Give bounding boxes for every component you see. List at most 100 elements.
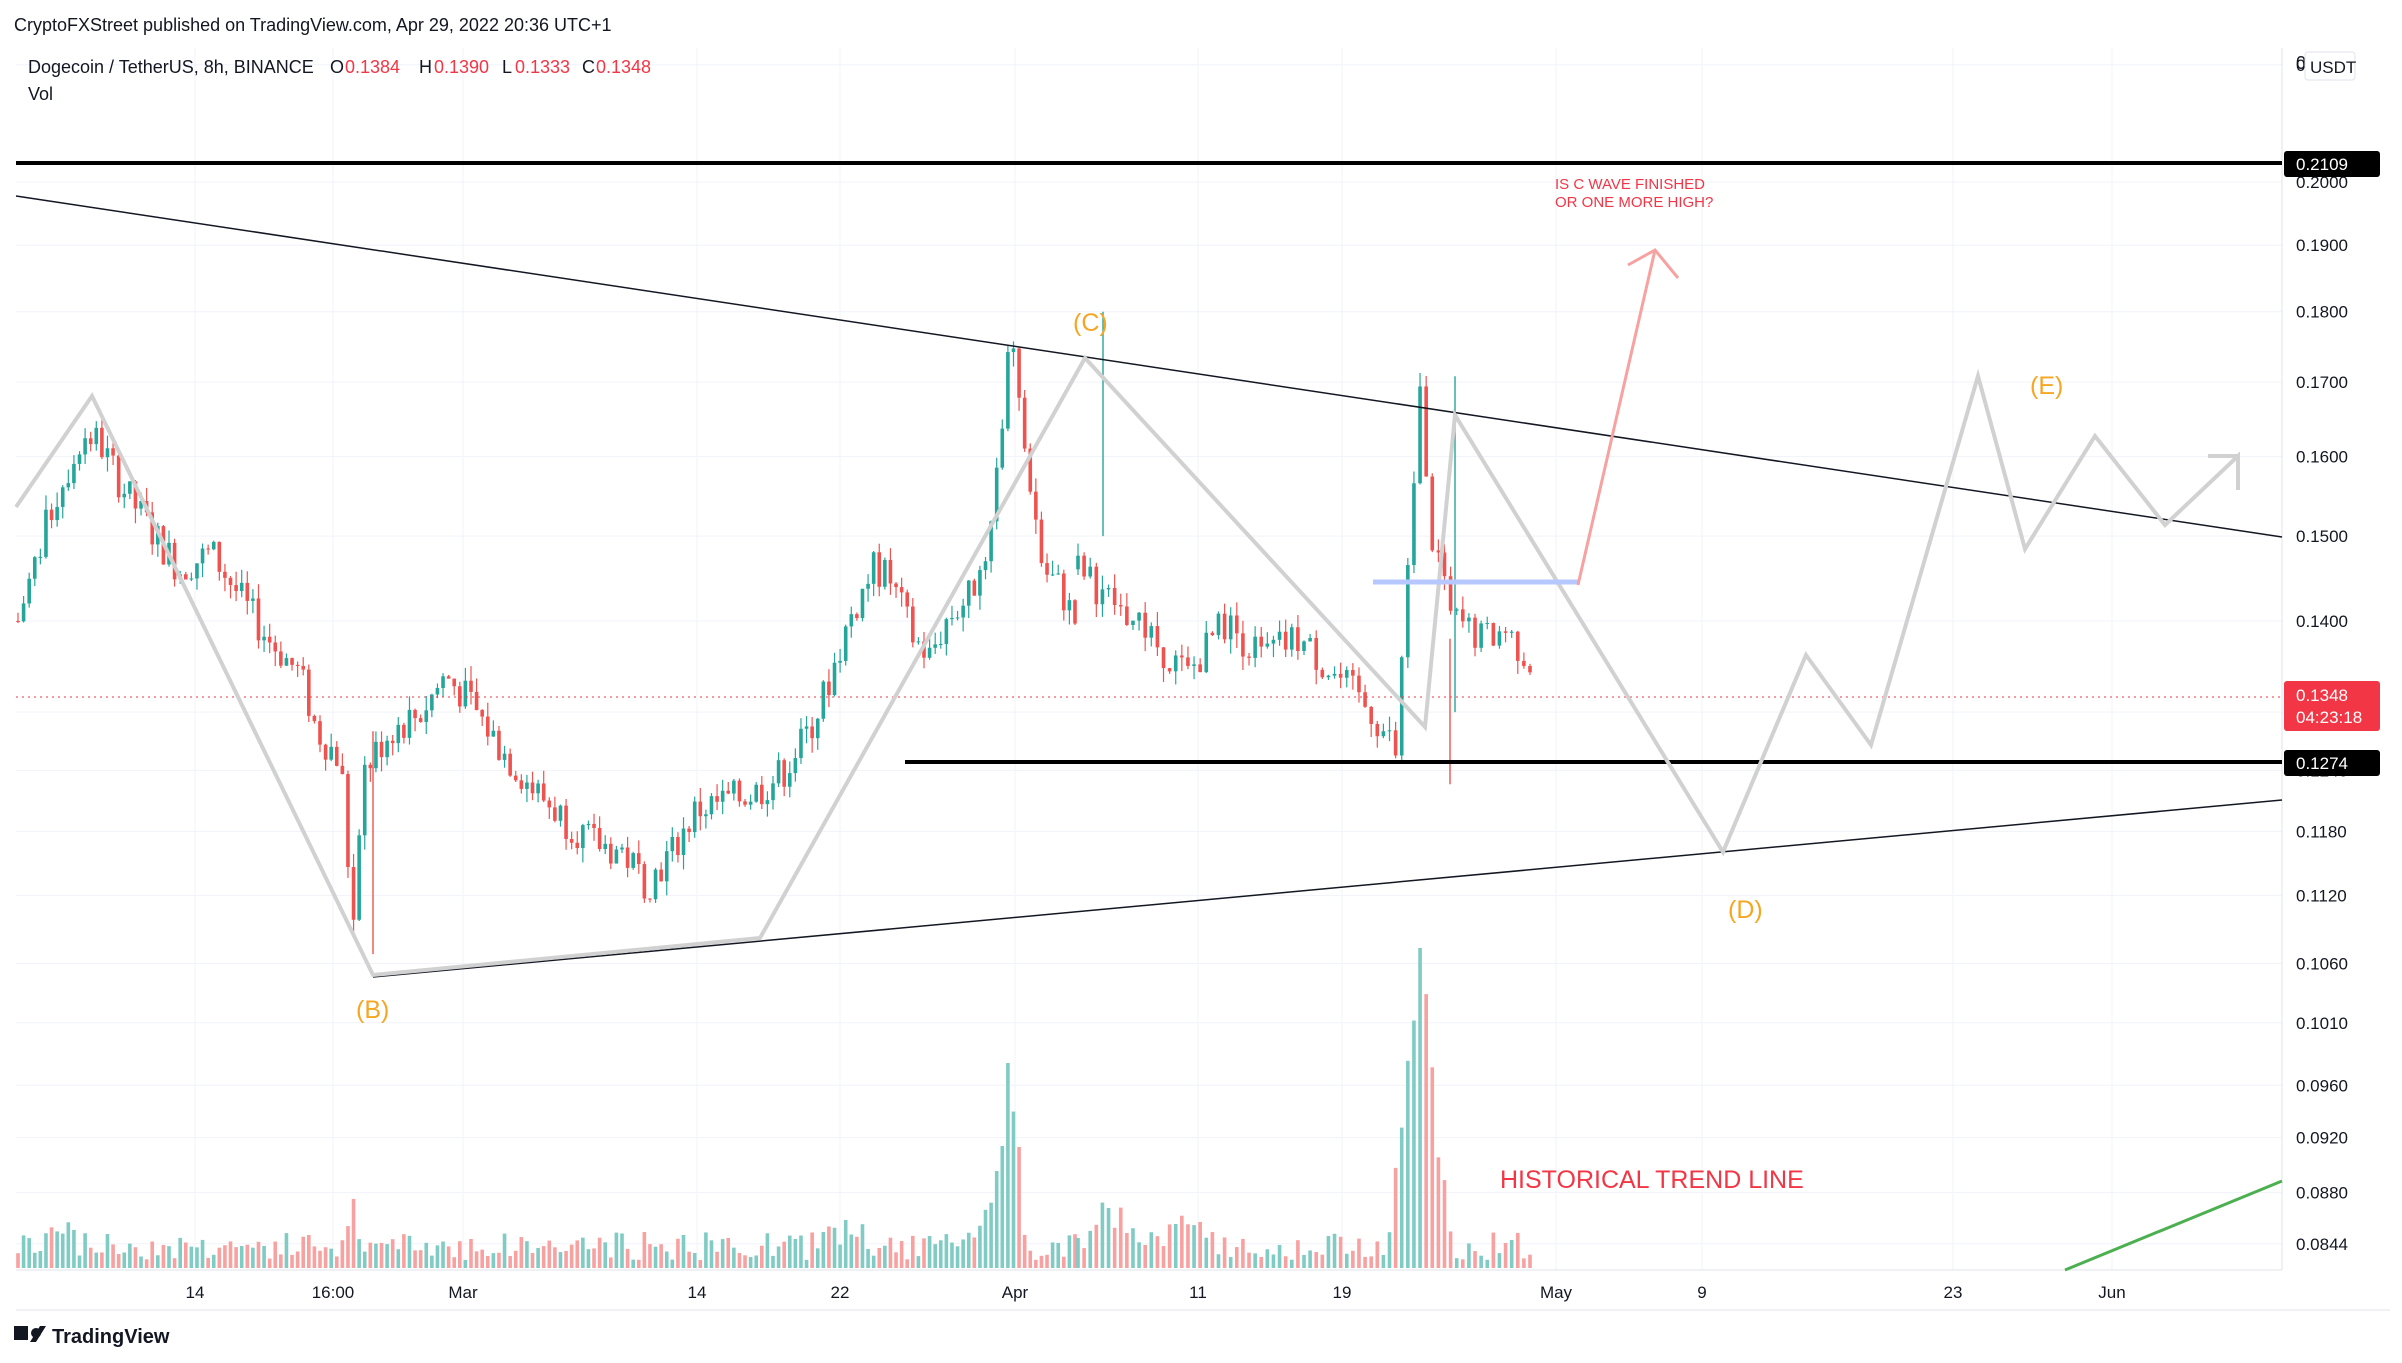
symbol-name[interactable]: Dogecoin / TetherUS, 8h, BINANCE xyxy=(28,57,314,77)
volume-bar xyxy=(502,1233,507,1268)
candle-body xyxy=(916,641,921,643)
volume-bar xyxy=(698,1259,703,1268)
candle-body xyxy=(1357,675,1361,693)
candle-body xyxy=(653,869,658,900)
volume-bar xyxy=(894,1252,898,1268)
candle-body xyxy=(905,592,910,607)
candle-body xyxy=(810,726,814,739)
candle-body xyxy=(1363,692,1367,707)
candle-body xyxy=(379,741,384,758)
volume-bar xyxy=(681,1234,686,1268)
volume-bar xyxy=(1088,1230,1093,1268)
candle-body xyxy=(1461,609,1465,622)
time-axis[interactable]: 14 16:00 Mar 14 22 Apr 11 19 May 9 23 Jun xyxy=(186,1283,2126,1302)
volume-bar xyxy=(1528,1254,1532,1268)
candle-body xyxy=(603,843,608,850)
volume-bar xyxy=(849,1234,854,1268)
candle-body xyxy=(1143,612,1147,638)
publisher-line: CryptoFXStreet published on TradingView.… xyxy=(14,15,612,35)
candle-body xyxy=(1167,668,1172,672)
candle-body xyxy=(1106,587,1111,590)
volume-bar xyxy=(72,1229,76,1268)
volume-bar xyxy=(245,1244,250,1268)
candle-body xyxy=(1393,730,1398,756)
candle-body xyxy=(133,481,138,509)
volume-bar xyxy=(1094,1224,1099,1268)
price-tick-label: 0.0960 xyxy=(2296,1076,2348,1095)
volume-bar xyxy=(407,1235,412,1268)
volume-bar xyxy=(239,1246,244,1268)
volume-bar xyxy=(620,1233,624,1268)
volume-bar xyxy=(200,1239,205,1268)
volume-bar xyxy=(1062,1256,1066,1268)
volume-bar xyxy=(60,1233,65,1268)
volume-bar xyxy=(1381,1254,1386,1268)
volume-bar xyxy=(760,1245,764,1268)
volume-bar xyxy=(497,1252,501,1268)
volume-bar xyxy=(1302,1254,1306,1268)
support-price-tag xyxy=(2284,750,2380,776)
lower-trendline[interactable] xyxy=(372,799,2283,978)
volume-bar xyxy=(133,1247,138,1268)
candle-body xyxy=(307,669,311,716)
countdown-text: 04:23:18 xyxy=(2296,708,2362,727)
candle-body xyxy=(927,647,932,658)
volume-bar xyxy=(1357,1238,1361,1268)
volume-bar xyxy=(1522,1258,1526,1268)
symbol-info[interactable]: Dogecoin / TetherUS, 8h, BINANCE xyxy=(28,57,314,77)
price-tick-label: 0.1400 xyxy=(2296,612,2348,631)
upper-trendline[interactable] xyxy=(15,195,2283,538)
volume-bar xyxy=(368,1242,373,1268)
candle-body xyxy=(430,694,434,711)
volume-bar xyxy=(513,1250,518,1268)
candle-body xyxy=(402,724,406,738)
candle-body xyxy=(642,864,647,899)
historical-trend-line[interactable] xyxy=(2064,1179,2283,1272)
time-tick-label: 16:00 xyxy=(312,1283,355,1302)
current-price-tag xyxy=(2284,681,2380,731)
volume-bar xyxy=(1253,1253,1257,1268)
candle-body xyxy=(111,448,115,456)
volume-label[interactable]: Vol xyxy=(28,84,53,104)
candle-body xyxy=(340,765,345,775)
volume-bar xyxy=(553,1247,557,1268)
volume-bar xyxy=(1479,1255,1483,1268)
candle-body xyxy=(1308,638,1312,642)
volume-bar xyxy=(827,1226,831,1268)
candle-body xyxy=(1448,576,1453,611)
currency-box[interactable] xyxy=(2304,51,2356,81)
volume-bar xyxy=(709,1240,714,1268)
volume-bar xyxy=(670,1259,675,1268)
volume-bar xyxy=(458,1241,462,1268)
volume-bar xyxy=(172,1258,177,1268)
price-axis[interactable]: 0.22000.20000.19000.18000.17000.16000.15… xyxy=(2296,56,2348,1254)
volume-bar xyxy=(312,1246,317,1268)
volume-bar xyxy=(866,1249,870,1268)
volume-bar xyxy=(1363,1256,1367,1268)
volume-bar xyxy=(776,1246,781,1268)
volume-bar xyxy=(474,1251,479,1268)
volume-bar xyxy=(692,1253,697,1268)
volume-bar xyxy=(1006,1062,1010,1268)
candle-body xyxy=(1265,643,1270,647)
volume-bar xyxy=(1017,1147,1021,1268)
candle-body xyxy=(838,660,842,663)
volume-bar xyxy=(1473,1251,1477,1268)
volume-bar xyxy=(664,1251,669,1268)
volume-bar xyxy=(1100,1202,1105,1268)
volume-bar xyxy=(541,1246,546,1268)
time-tick-label: Jun xyxy=(2098,1283,2125,1302)
projected-high-arrow[interactable] xyxy=(1576,249,1657,586)
volume-bar xyxy=(469,1238,473,1268)
candle-body xyxy=(318,721,322,745)
candle-body xyxy=(223,571,227,578)
candle-body xyxy=(519,780,524,789)
candle-body xyxy=(150,512,155,545)
elliott-wave-path[interactable] xyxy=(14,354,2240,978)
volume-bar xyxy=(631,1259,635,1268)
candle-body xyxy=(670,836,675,852)
volume-bar xyxy=(558,1252,563,1268)
volume-bar xyxy=(1314,1252,1319,1268)
volume-bar xyxy=(1442,1180,1447,1268)
